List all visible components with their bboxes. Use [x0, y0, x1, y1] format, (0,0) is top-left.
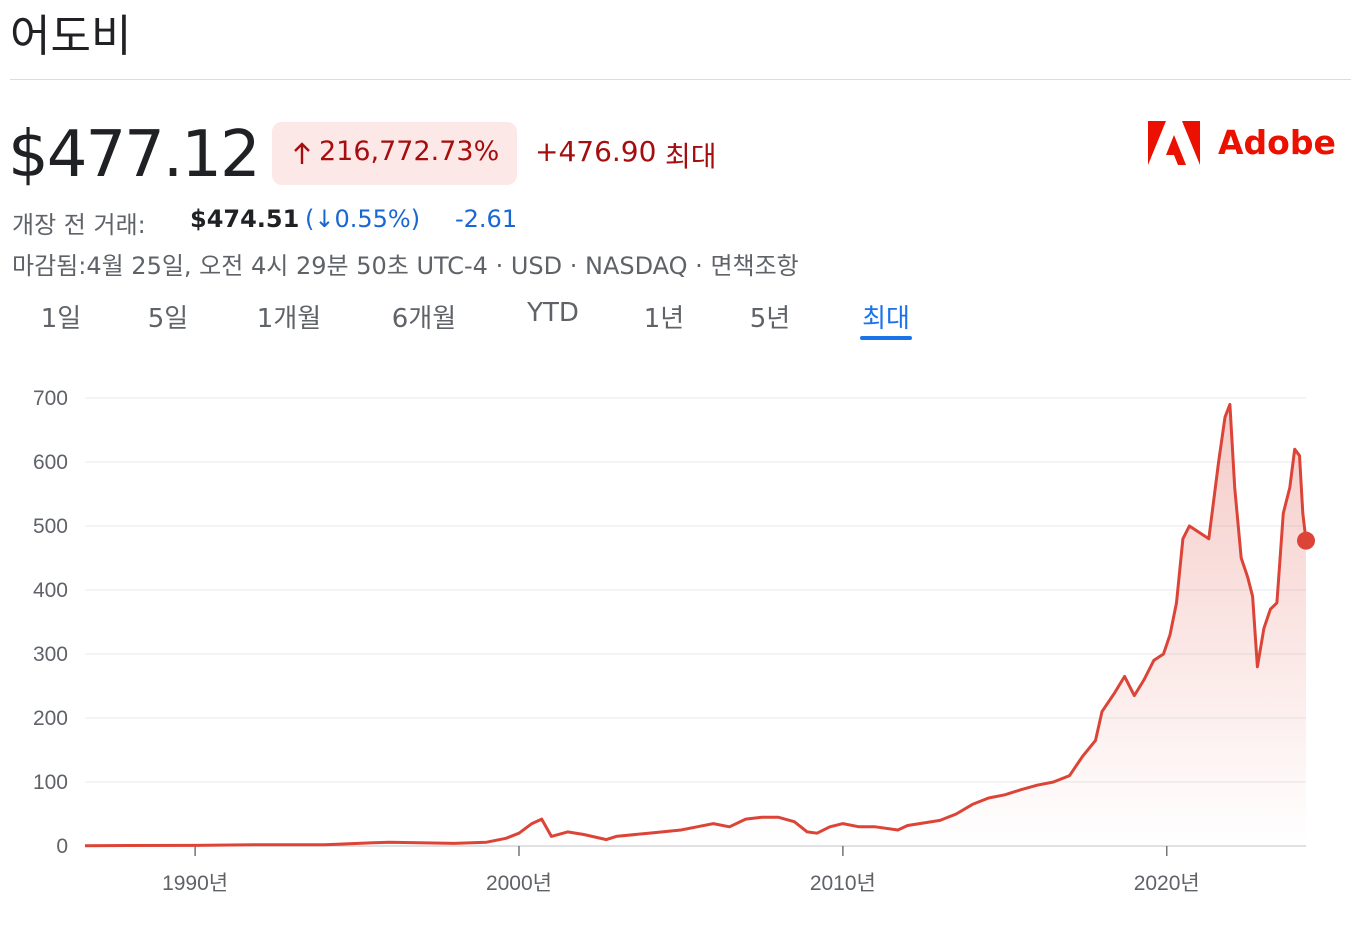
y-tick-label: 0 [56, 835, 68, 858]
x-tick-label: 1990년 [162, 872, 228, 895]
logo: Adobe [1218, 123, 1336, 162]
pre-market-change: -2.61 [455, 205, 518, 233]
tab[interactable]: 1일 [40, 304, 82, 334]
price: $477.12 [8, 118, 261, 192]
y-tick-label: 200 [33, 707, 68, 730]
y-tick-label: 400 [33, 579, 68, 602]
end-point [1297, 531, 1315, 550]
up-arrow [294, 142, 310, 164]
area [85, 404, 1306, 846]
change-badge: 216,772.73% [272, 122, 517, 185]
period: 최대 [665, 140, 717, 173]
change-percent: 216,772.73% [319, 136, 500, 167]
pre-market-percent: (↓0.55%) [305, 205, 421, 233]
tab[interactable]: 6개월 [391, 304, 457, 334]
chart: 0 100 200 300 400 500 600 700 1990년 2000년 2010년 202… [33, 387, 1315, 895]
x-tick-label: 2010년 [810, 872, 876, 895]
x-tick-label: 2000년 [486, 872, 552, 895]
title: 어도비 [10, 11, 132, 62]
tab[interactable]: 1개월 [256, 304, 322, 334]
y-tick-label: 500 [33, 515, 68, 538]
tab[interactable]: 1년 [643, 304, 685, 334]
y-tick-label: 700 [33, 387, 68, 410]
info-line: 마감됨:4월 25일, 오전 4시 29분 50초 UTC-4 · USD · … [12, 252, 799, 280]
y-tick-label: 600 [33, 451, 68, 474]
logo-icon [1148, 121, 1200, 165]
y-tick-label: 300 [33, 643, 68, 666]
y-tick-label: 100 [33, 771, 68, 794]
tab[interactable]: YTD [527, 298, 579, 328]
pre-market-price: $474.51 [190, 205, 300, 233]
price-line [84, 402, 1308, 848]
tab-underline [860, 336, 912, 340]
tab[interactable]: 최대 [862, 304, 910, 334]
change: +476.90 [535, 135, 657, 168]
divider [10, 79, 1351, 80]
tab[interactable]: 5년 [749, 304, 791, 334]
x-tick-label: 2020년 [1134, 872, 1200, 895]
tab[interactable]: 5일 [147, 304, 189, 334]
pre-market-label: 개장 전 거래: [12, 211, 146, 239]
